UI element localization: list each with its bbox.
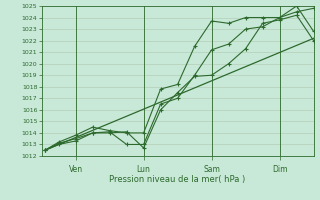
X-axis label: Pression niveau de la mer( hPa ): Pression niveau de la mer( hPa ) [109,175,246,184]
